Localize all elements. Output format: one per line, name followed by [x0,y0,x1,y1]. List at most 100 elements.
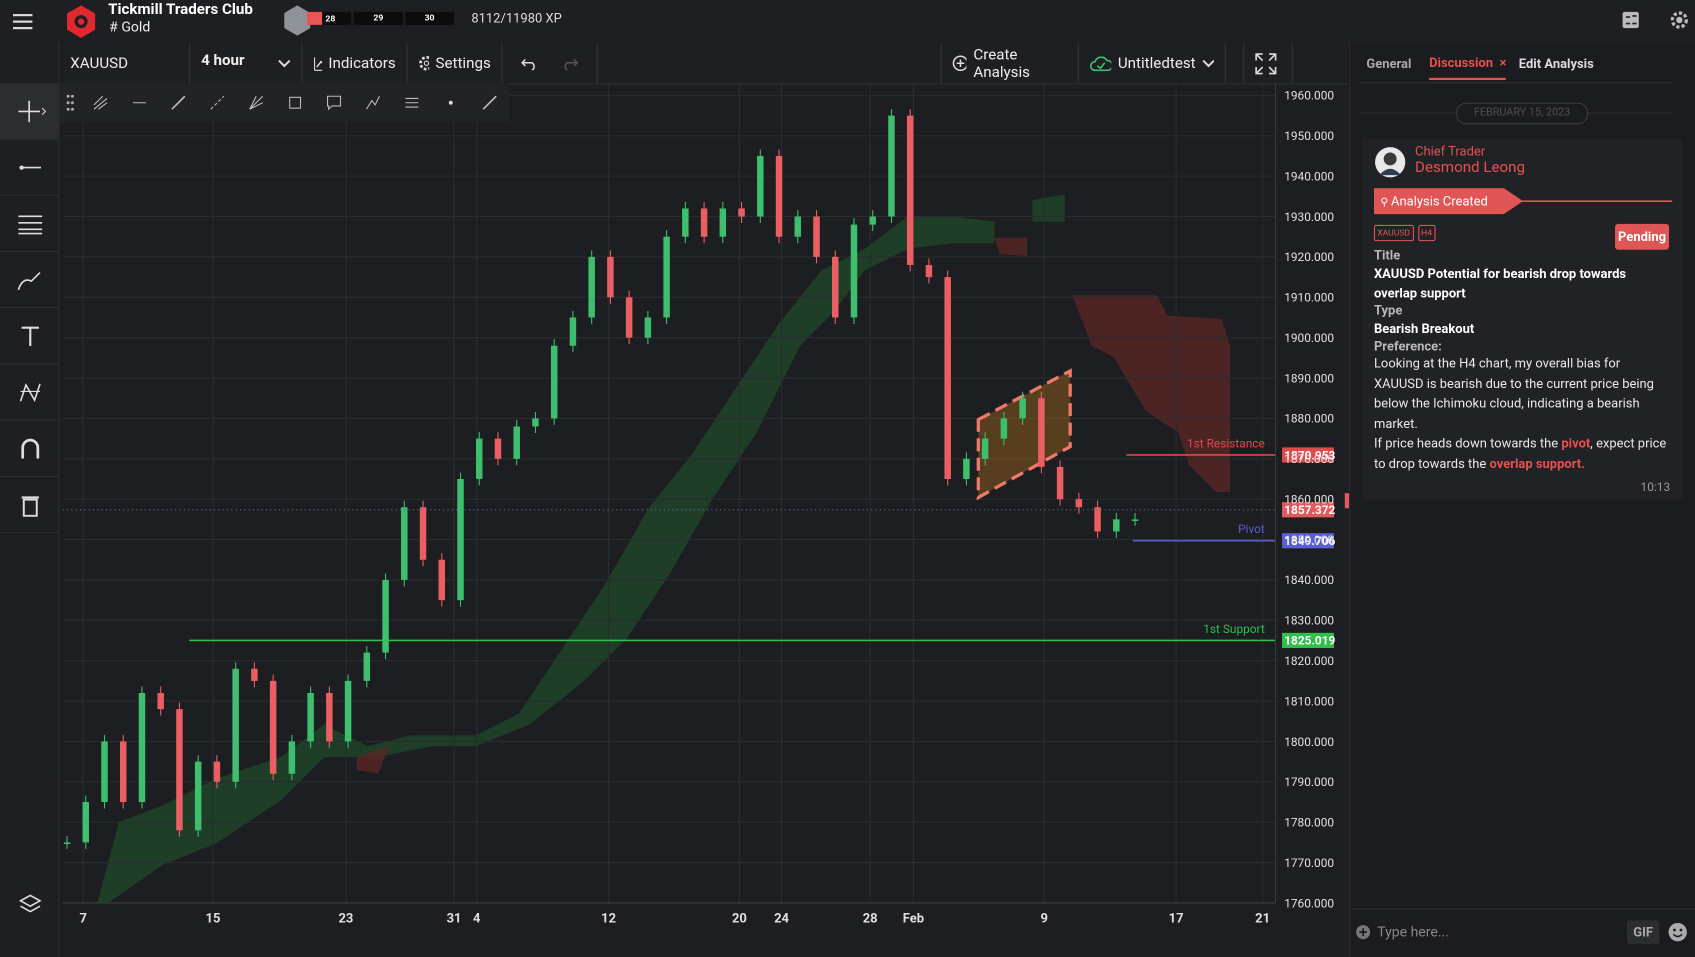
status-badge[interactable]: Pending [1615,223,1670,250]
dot-tool[interactable] [431,83,470,122]
symbol-selector[interactable]: XAUUSD [59,43,191,84]
price-tag [1282,632,1334,648]
gif-button[interactable]: GIF [1626,920,1660,945]
level-label: 28 [325,13,336,24]
drawing-palette [59,83,510,123]
y-tick-label: 1870.000 [1284,452,1334,466]
parallel-channel-tool[interactable] [392,83,431,122]
candle-body [194,761,202,831]
delete-tool[interactable] [0,477,60,534]
x-tick-label: 28 [863,911,878,926]
extended-line-tool[interactable] [198,83,237,122]
x-tick-label: 31 [447,911,462,926]
candle-body [213,761,221,782]
candle-body [850,224,858,318]
resize-handle[interactable] [1344,493,1350,509]
candle-body [326,692,333,742]
price-tag [1282,447,1334,463]
calculator-button[interactable] [1622,11,1640,29]
candle-body [1019,398,1026,419]
settings-button[interactable] [1670,11,1688,29]
tab-label: Discussion [1429,55,1493,71]
path-tool[interactable] [353,83,392,122]
rectangle-tool[interactable] [276,83,315,122]
candle-body [401,507,408,580]
symbol: XAUUSD [70,54,129,72]
menu-button[interactable] [12,11,35,33]
x-tick-label: Feb [903,911,924,926]
pattern-tool[interactable] [0,364,60,421]
tab-divider [1360,82,1673,84]
undo-button[interactable] [521,57,538,70]
candle-body [963,458,970,479]
channel-drawing [976,368,1072,501]
tab-general[interactable]: General [1366,56,1412,72]
x-tick-label: 17 [1169,911,1184,926]
message-time: 10:13 [1640,480,1671,495]
candle-body [1056,466,1064,500]
ray-tool[interactable] [120,83,159,122]
candle-body [176,709,183,831]
preference-text: If price heads down towards the pivot, e… [1374,434,1672,474]
emoji-button[interactable] [1668,922,1687,942]
current-price-tag [1282,502,1334,518]
y-tick-label: 1960.000 [1284,89,1334,103]
create-analysis-button[interactable]: Create Analysis [940,43,1079,84]
workspace-selector[interactable]: Untitledtest [1079,43,1226,84]
fib-tool[interactable] [0,196,60,252]
text-tool[interactable] [0,308,60,365]
settings-chart-button[interactable]: Settings [408,43,503,84]
callout-tool[interactable] [315,83,354,122]
interval-selector[interactable]: 4 hour [190,43,303,84]
candle-body [588,256,595,318]
candle-body [775,155,783,237]
candle-body [1094,507,1101,532]
candle-body [476,438,483,479]
candle-body [119,741,127,803]
candle-body [981,438,989,459]
magnet-tool[interactable] [0,421,60,477]
highlight-text: pivot [1561,435,1591,451]
author-name: Desmond Leong [1415,158,1526,177]
message-body: Title XAUUSD Potential for bearish drop … [1374,248,1672,474]
candle-body [813,216,820,257]
tab-discussion[interactable]: Discussion × [1429,55,1507,81]
current-price-label: 1857.372 [1284,503,1335,517]
candle-body [82,802,90,843]
pitchfork-tool[interactable] [81,83,120,122]
fullscreen-button[interactable] [1243,43,1293,84]
candle-body [569,317,577,346]
left-sidebar [0,43,60,957]
fan-tool[interactable] [237,83,276,122]
message-input[interactable]: Type here... [1377,924,1449,941]
y-tick-label: 1780.000 [1284,816,1334,830]
redo-button[interactable] [561,57,579,70]
measure-tool[interactable] [470,83,509,122]
level-segment: 30 [405,11,455,25]
brush-tool[interactable] [0,252,60,309]
tab-close[interactable]: × [1499,55,1507,71]
layers-button[interactable] [0,876,59,932]
candle-body [101,741,108,803]
crosshair-tool[interactable] [0,83,60,140]
y-tick-label: 1860.000 [1284,492,1334,506]
tab-edit-analysis[interactable]: Edit Analysis [1518,56,1594,72]
author-role: Chief Trader [1415,143,1486,159]
palette-grip[interactable] [59,83,81,122]
candle-body [757,155,764,217]
add-button[interactable] [1356,925,1371,940]
level-name: 1st Support [1203,622,1265,636]
text-segment: , expect price to drop towards the [1373,435,1667,471]
candle-body [307,692,314,742]
analysis-title: XAUUSD Potential for bearish drop toward… [1373,266,1627,301]
y-tick-label: 1890.000 [1284,371,1334,385]
cloud-bear [1072,295,1231,493]
text-segment: If price heads down towards the [1373,435,1562,451]
line-tool[interactable] [0,140,60,196]
tag: H4 [1417,224,1436,242]
y-tick-label: 1920.000 [1284,250,1334,264]
indicators-button[interactable]: Indicators [303,43,408,84]
trendline-tool[interactable] [159,83,198,122]
candle-body [644,317,652,338]
y-tick-label: 1830.000 [1284,614,1334,628]
